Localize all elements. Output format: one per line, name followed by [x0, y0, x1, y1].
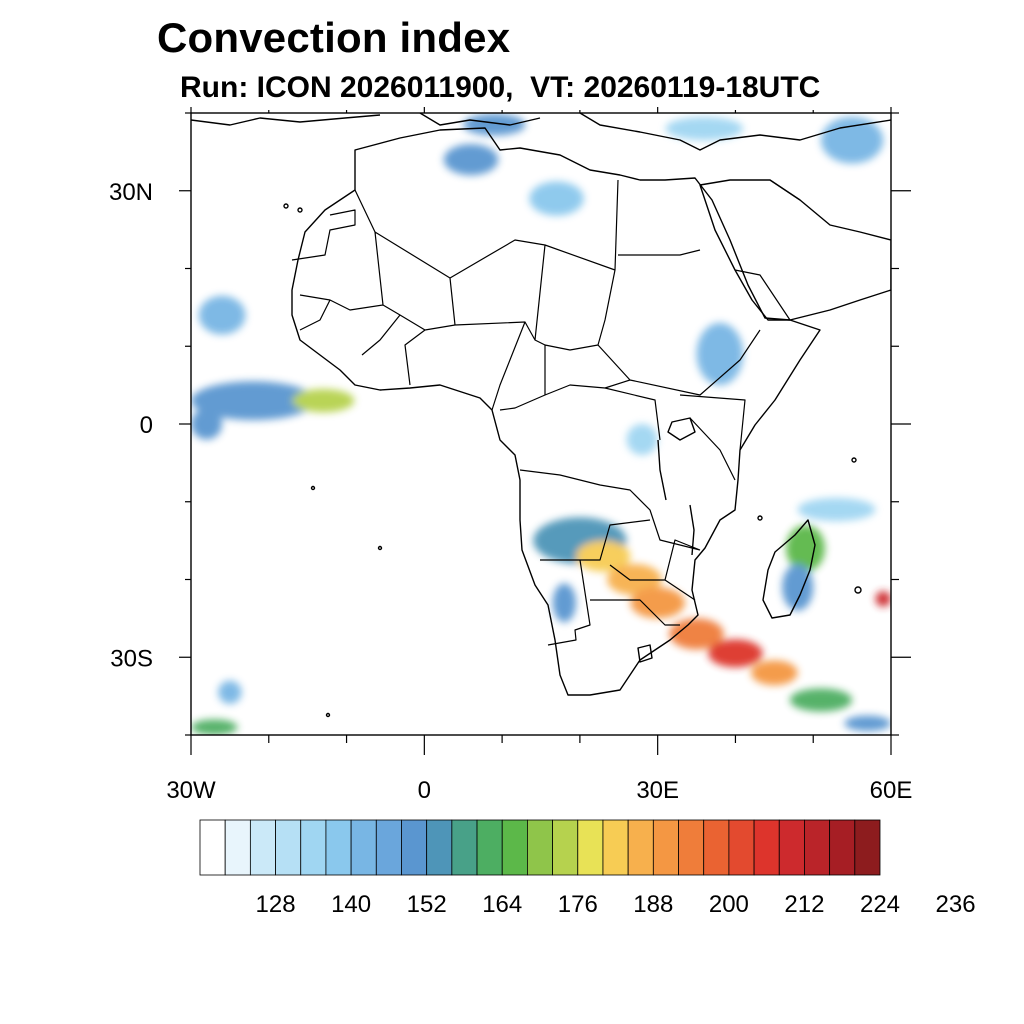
axis-tick-labels: 30N 0 30S 30W 0 30E 60E: [109, 179, 912, 804]
colorbar-swatch: [199, 819, 226, 876]
convection-area: [821, 116, 884, 164]
map-background: [191, 113, 891, 735]
convection-area: [630, 587, 685, 619]
convection-area: [875, 591, 891, 607]
colorbar-swatch: [627, 819, 654, 876]
colorbar-tick-label: 212: [784, 891, 824, 918]
colorbar-swatch: [829, 819, 856, 876]
lake-victoria: [667, 417, 696, 441]
colorbar-tick-label: 140: [331, 891, 371, 918]
lat-tick-label: 30S: [110, 645, 153, 672]
axis-ticks: [179, 107, 911, 755]
colorbar-swatch: [703, 819, 730, 876]
convection-layer: [191, 113, 891, 735]
mauritius-island: [854, 586, 862, 594]
chart-subtitle: Run: ICON 2026011900, VT: 20260119-18UTC: [180, 71, 821, 104]
colorbar: [199, 819, 881, 876]
colorbar-tick-label: 128: [256, 891, 296, 918]
colorbar-swatch: [678, 819, 705, 876]
colorbar-swatch: [426, 819, 453, 876]
colorbar-swatch: [325, 819, 352, 876]
lesotho-border: [637, 644, 653, 663]
europe-coastline: [191, 113, 891, 151]
convection-area: [443, 144, 499, 176]
canary-island: [283, 203, 289, 209]
convection-area: [696, 322, 744, 386]
colorbar-swatch: [249, 819, 276, 876]
st-helena-island: [377, 545, 383, 551]
convection-area: [708, 639, 763, 668]
colorbar-swatch: [350, 819, 377, 876]
colorbar-tick-label: 152: [407, 891, 447, 918]
convection-area: [789, 688, 853, 712]
convection-area: [552, 583, 576, 623]
colorbar-swatch: [476, 819, 503, 876]
convection-area: [529, 181, 584, 216]
africa-coastline: [291, 127, 821, 696]
colorbar-swatch: [552, 819, 579, 876]
canary-island: [297, 207, 303, 213]
colorbar-swatch: [728, 819, 755, 876]
lon-tick-label: 60E: [870, 777, 913, 804]
convection-area: [198, 295, 246, 335]
colorbar-tick-label: 176: [558, 891, 598, 918]
colorbar-swatch: [401, 819, 428, 876]
lat-tick-label: 30N: [109, 179, 153, 206]
convection-area: [191, 719, 238, 735]
convection-area: [782, 563, 814, 611]
convection-area: [786, 525, 825, 572]
convection-area: [797, 497, 876, 522]
tristan-island: [325, 712, 331, 718]
colorbar-tick-label: 188: [633, 891, 673, 918]
lon-tick-label: 0: [418, 777, 431, 804]
colorbar-swatch: [753, 819, 780, 876]
lat-tick-label: 0: [140, 412, 153, 439]
convection-area: [463, 113, 526, 136]
country-borders: [291, 179, 801, 646]
chart-title: Convection index: [157, 14, 511, 61]
convection-area: [191, 408, 223, 440]
ascension-island: [310, 485, 316, 491]
colorbar-swatch: [224, 819, 251, 876]
lon-tick-label: 30E: [636, 777, 679, 804]
colorbar-swatch: [275, 819, 302, 876]
colorbar-swatch: [527, 819, 553, 876]
convection-area: [751, 660, 798, 686]
convection-area: [626, 424, 658, 456]
convection-area: [292, 389, 355, 413]
colorbar-swatch: [854, 819, 881, 876]
colorbar-tick-label: 224: [860, 891, 900, 918]
convection-area: [669, 618, 724, 650]
convection-area: [576, 540, 631, 572]
colorbar-tick-label: 200: [709, 891, 749, 918]
colorbar-tick-label: 236: [936, 891, 976, 918]
convection-area: [218, 680, 242, 704]
colorbar-tick-label: 164: [482, 891, 522, 918]
colorbar-swatch: [375, 819, 402, 876]
colorbar-swatch: [778, 819, 805, 876]
colorbar-labels: 128 140 152 164 176 188 200 212 224 236: [256, 891, 976, 918]
convection-area: [665, 116, 744, 141]
colorbar-swatch: [451, 819, 478, 876]
seychelles-island: [851, 457, 857, 463]
madagascar-coastline: [762, 519, 816, 619]
colorbar-swatch: [501, 819, 528, 876]
convection-area: [844, 715, 891, 732]
colorbar-swatch: [602, 819, 629, 876]
coastlines-and-borders: [191, 113, 891, 718]
colorbar-swatch: [300, 819, 327, 876]
convection-area: [191, 381, 316, 421]
colorbar-swatch: [577, 819, 604, 876]
comoros-island: [757, 515, 763, 521]
lon-tick-label: 30W: [166, 777, 216, 804]
map-panel: [191, 113, 891, 735]
colorbar-swatch: [652, 819, 679, 876]
colorbar-swatch: [804, 819, 831, 876]
